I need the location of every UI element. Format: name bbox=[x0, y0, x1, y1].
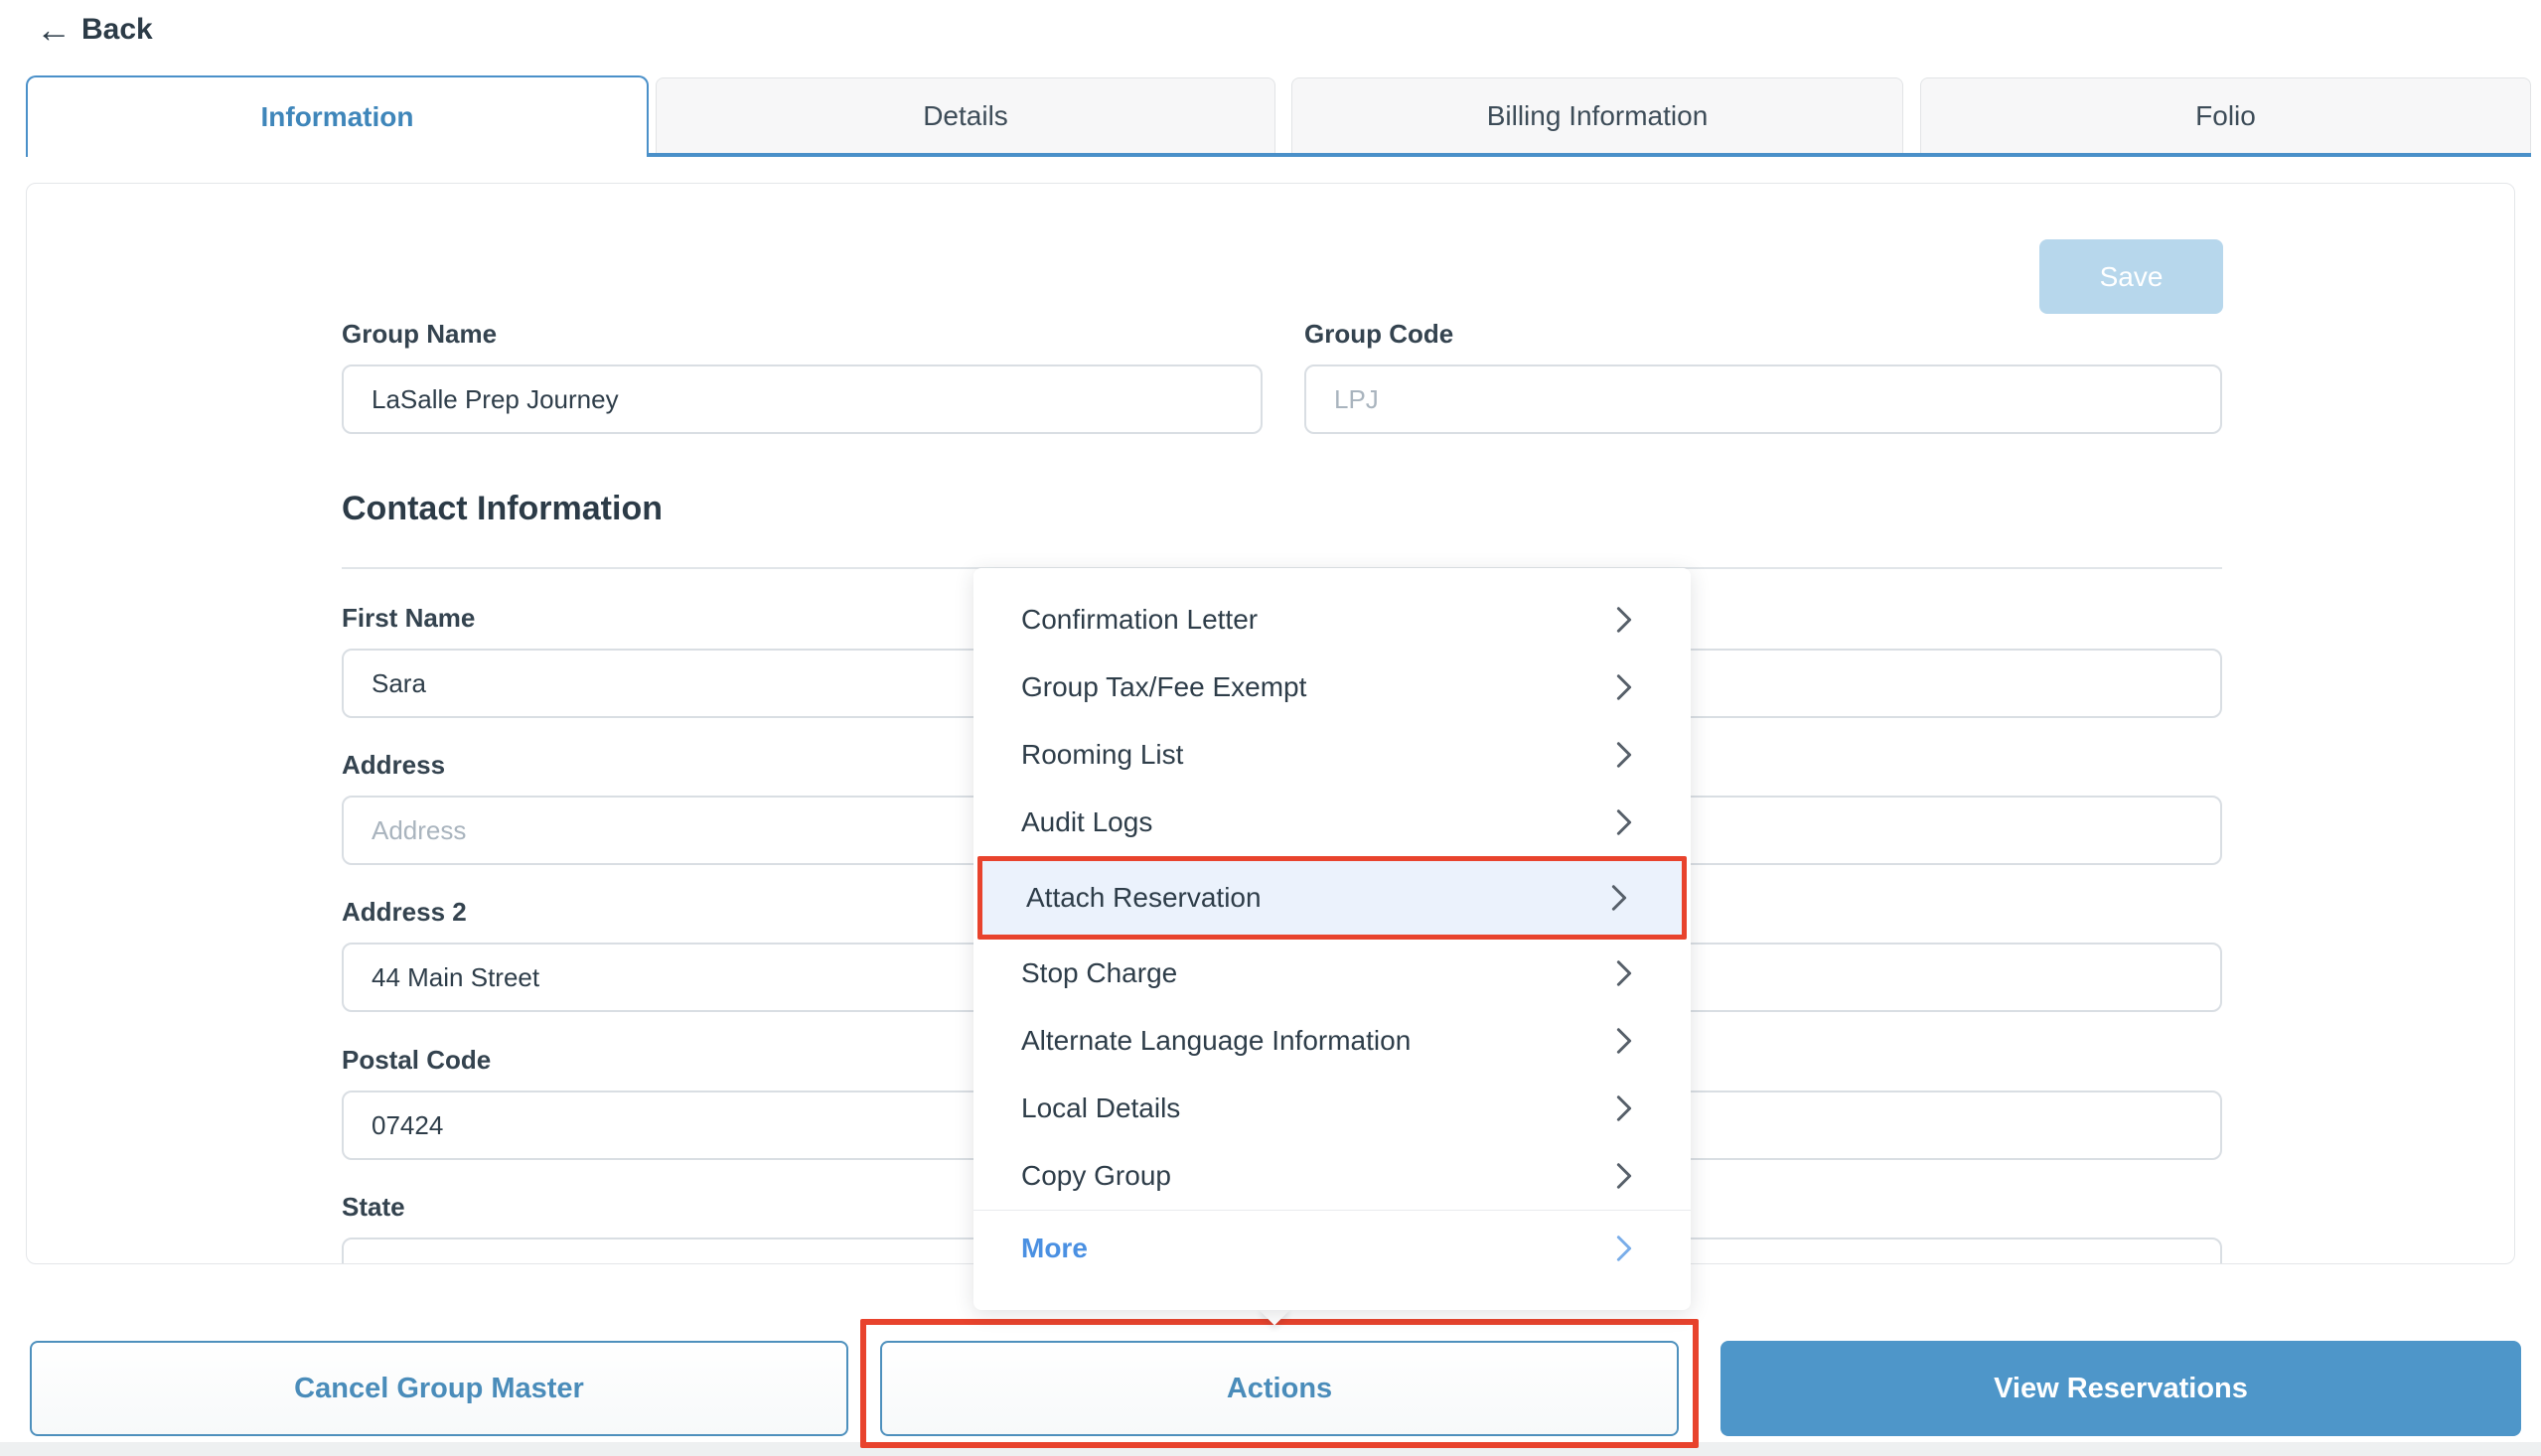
chevron-right-icon bbox=[1613, 1093, 1635, 1123]
menu-item-audit-logs[interactable]: Audit Logs bbox=[973, 789, 1691, 856]
bottom-strip bbox=[0, 1442, 2541, 1456]
actions-dropdown-menu: Confirmation Letter Group Tax/Fee Exempt… bbox=[973, 568, 1691, 1310]
menu-item-copy-group[interactable]: Copy Group bbox=[973, 1142, 1691, 1210]
menu-item-label: Alternate Language Information bbox=[1021, 1025, 1412, 1056]
tab-details[interactable]: Details bbox=[656, 77, 1275, 153]
back-label: Back bbox=[81, 13, 153, 46]
chevron-right-icon bbox=[1613, 605, 1635, 635]
menu-item-label: Confirmation Letter bbox=[1021, 604, 1259, 635]
chevron-right-icon bbox=[1613, 672, 1635, 702]
back-button[interactable]: ← Back bbox=[36, 12, 153, 48]
tab-folio[interactable]: Folio bbox=[1920, 77, 2531, 153]
state-label: State bbox=[342, 1192, 405, 1222]
save-button[interactable]: Save bbox=[2039, 239, 2223, 314]
group-name-input[interactable] bbox=[342, 364, 1263, 434]
menu-item-label: Audit Logs bbox=[1021, 806, 1153, 837]
tab-information-label: Information bbox=[260, 101, 414, 132]
tab-billing-information-label: Billing Information bbox=[1486, 99, 1709, 131]
chevron-right-icon bbox=[1608, 883, 1630, 913]
view-reservations-button[interactable]: View Reservations bbox=[1720, 1341, 2521, 1436]
address-label: Address bbox=[342, 750, 446, 780]
group-code-label: Group Code bbox=[1304, 319, 1454, 349]
menu-item-label: Group Tax/Fee Exempt bbox=[1021, 671, 1307, 702]
chevron-right-icon bbox=[1613, 740, 1635, 770]
menu-item-stop-charge[interactable]: Stop Charge bbox=[973, 940, 1691, 1007]
tab-details-label: Details bbox=[923, 99, 1008, 131]
first-name-label: First Name bbox=[342, 603, 476, 633]
chevron-right-icon bbox=[1613, 1026, 1635, 1056]
menu-item-label: Local Details bbox=[1021, 1092, 1181, 1123]
tab-underline bbox=[26, 153, 2531, 157]
menu-item-rooming-list[interactable]: Rooming List bbox=[973, 721, 1691, 789]
menu-item-label: More bbox=[1021, 1233, 1088, 1263]
tab-folio-label: Folio bbox=[2195, 99, 2256, 131]
actions-button[interactable]: Actions bbox=[880, 1341, 1679, 1436]
menu-item-label: Attach Reservation bbox=[1026, 882, 1262, 913]
chevron-right-icon bbox=[1613, 1234, 1635, 1263]
address2-label: Address 2 bbox=[342, 897, 467, 927]
cancel-group-master-button[interactable]: Cancel Group Master bbox=[30, 1341, 848, 1436]
menu-item-label: Rooming List bbox=[1021, 739, 1184, 770]
chevron-right-icon bbox=[1613, 807, 1635, 837]
chevron-right-icon bbox=[1613, 1161, 1635, 1191]
back-arrow-icon: ← bbox=[36, 9, 72, 50]
menu-item-label: Stop Charge bbox=[1021, 957, 1178, 988]
contact-information-heading: Contact Information bbox=[342, 490, 663, 527]
tab-billing-information[interactable]: Billing Information bbox=[1291, 77, 1903, 153]
menu-item-group-tax-fee-exempt[interactable]: Group Tax/Fee Exempt bbox=[973, 654, 1691, 721]
menu-item-attach-reservation[interactable]: Attach Reservation bbox=[977, 856, 1687, 940]
menu-item-alternate-language-information[interactable]: Alternate Language Information bbox=[973, 1007, 1691, 1075]
menu-item-confirmation-letter[interactable]: Confirmation Letter bbox=[973, 586, 1691, 654]
menu-divider bbox=[973, 1210, 1691, 1211]
group-code-input[interactable] bbox=[1304, 364, 2222, 434]
tab-information[interactable]: Information bbox=[26, 75, 649, 157]
postal-code-label: Postal Code bbox=[342, 1045, 492, 1075]
menu-item-label: Copy Group bbox=[1021, 1160, 1171, 1191]
menu-item-local-details[interactable]: Local Details bbox=[973, 1075, 1691, 1142]
group-name-label: Group Name bbox=[342, 319, 498, 349]
menu-item-more[interactable]: More bbox=[973, 1211, 1691, 1286]
chevron-right-icon bbox=[1613, 958, 1635, 988]
